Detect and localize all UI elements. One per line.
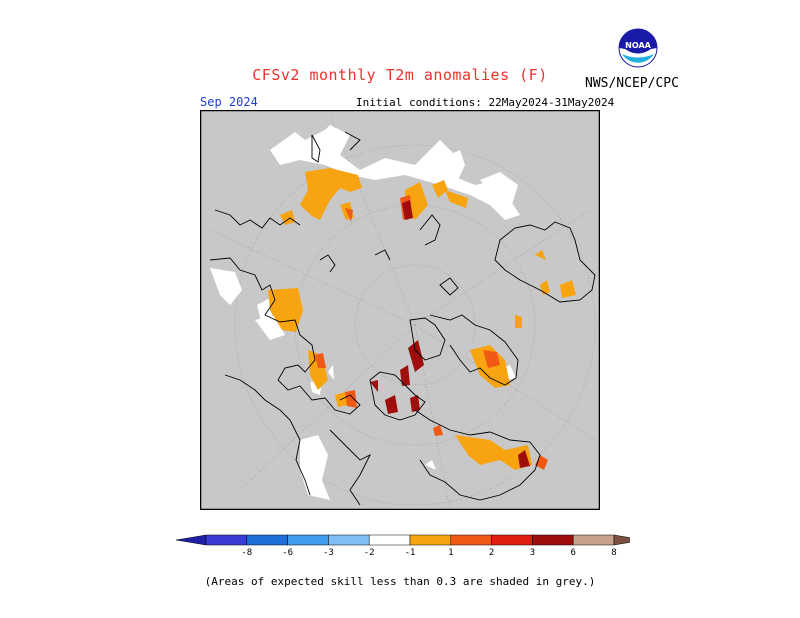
colorbar: -8 -6 -3 -2 -1 1 2 3 6 8 xyxy=(175,534,630,558)
colorbar-box xyxy=(450,534,492,546)
valid-month: Sep 2024 xyxy=(200,95,258,109)
colorbar-right-arrow xyxy=(613,534,630,546)
initial-conditions: Initial conditions: 22May2024-31May2024 xyxy=(356,96,615,109)
colorbar-box xyxy=(572,534,615,546)
colorbar-tick-label: -6 xyxy=(282,548,293,558)
colorbar-tick-label: 1 xyxy=(448,548,453,558)
logo-text: NOAA xyxy=(625,41,651,50)
colorbar-box xyxy=(287,534,329,546)
colorbar-tick-label: -1 xyxy=(405,548,416,558)
colorbar-tick-label: 2 xyxy=(489,548,494,558)
colorbar-box xyxy=(328,534,370,546)
colorbar-tick-label: 3 xyxy=(530,548,535,558)
noaa-logo: NOAA xyxy=(618,28,658,68)
agency-label: NWS/NCEP/CPC xyxy=(585,76,679,91)
polar-map xyxy=(200,110,600,510)
colorbar-tick-label: -8 xyxy=(241,548,252,558)
colorbar-tick-label: -3 xyxy=(323,548,334,558)
colorbar-tick-label: -2 xyxy=(364,548,375,558)
colorbar-tick-label: 6 xyxy=(570,548,575,558)
chart-title: CFSv2 monthly T2m anomalies (F) xyxy=(252,66,548,84)
colorbar-labels: -8 -6 -3 -2 -1 1 2 3 6 8 xyxy=(241,548,616,558)
colorbar-box xyxy=(368,534,411,546)
coastlines xyxy=(209,131,596,506)
colorbar-box xyxy=(532,534,574,546)
colorbar-tick-label: 8 xyxy=(611,548,616,558)
colorbar-box xyxy=(205,534,248,546)
map-frame xyxy=(200,110,600,510)
neutral-regions xyxy=(210,125,520,500)
colorbar-box xyxy=(246,534,288,546)
colorbar-box xyxy=(491,534,533,546)
colorbar-boxes xyxy=(175,534,630,546)
warm-anomaly-3-6 xyxy=(370,200,530,468)
warm-anomaly-1-2 xyxy=(268,168,576,470)
skill-footnote: (Areas of expected skill less than 0.3 a… xyxy=(204,575,596,588)
colorbar-box xyxy=(409,534,452,546)
colorbar-left-arrow xyxy=(175,534,207,546)
